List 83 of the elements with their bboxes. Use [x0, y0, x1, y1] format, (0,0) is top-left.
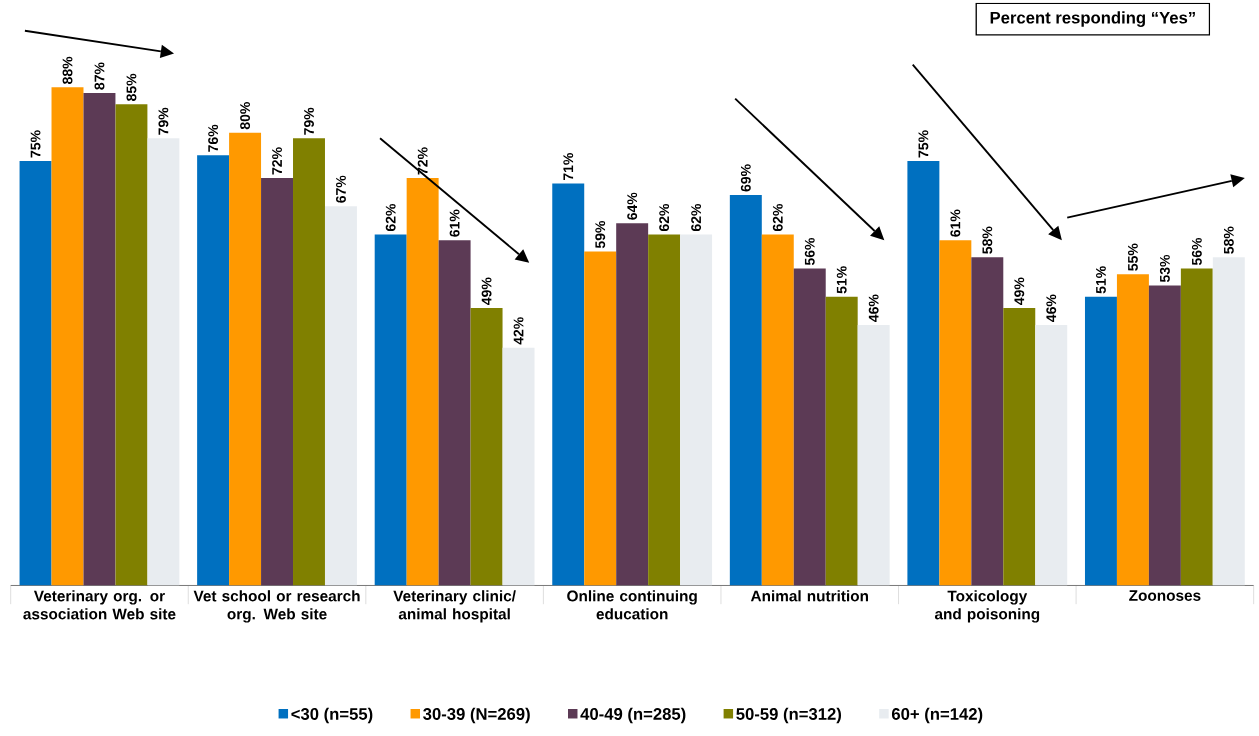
legend-label: 40-49 (n=285): [580, 707, 686, 724]
bar: [1084, 296, 1117, 586]
data-label: 62%: [385, 203, 396, 231]
data-label: 58%: [1223, 226, 1234, 254]
bar: [552, 183, 585, 586]
data-label: 42%: [513, 317, 524, 345]
bar: [857, 325, 890, 586]
data-label: 59%: [595, 220, 606, 249]
legend-label: 60+ (n=142): [891, 707, 983, 724]
data-label: 46%: [868, 294, 879, 322]
data-label: 71%: [563, 152, 574, 180]
data-label: 75%: [30, 130, 41, 158]
x-tick-label: Vet school or research org. Web site: [193, 590, 360, 623]
data-label: 72%: [417, 147, 428, 175]
bar: [1035, 325, 1068, 586]
bar: [438, 240, 471, 586]
bar: [825, 296, 858, 586]
data-label: 76%: [208, 124, 219, 152]
bar: [374, 234, 407, 586]
data-label: 64%: [627, 192, 638, 220]
bar: [324, 206, 357, 586]
bar: [907, 160, 940, 586]
data-label: 79%: [304, 107, 314, 135]
bar: [939, 240, 972, 586]
data-label: 79%: [158, 107, 169, 135]
bar: [406, 177, 439, 586]
data-label: 62%: [659, 203, 670, 231]
bar: [971, 257, 1004, 586]
x-tick-label: Veterinary org. or association Web site: [23, 590, 176, 620]
bar: [680, 234, 713, 586]
data-label: 62%: [691, 203, 702, 231]
data-label: 51%: [836, 266, 847, 294]
data-label: 51%: [1096, 266, 1106, 294]
data-label: 85%: [126, 73, 137, 101]
x-tick-label: Zoonoses: [1129, 590, 1201, 601]
bar: [19, 160, 52, 586]
data-label: 62%: [772, 203, 783, 231]
bar: [293, 138, 325, 586]
bar: [229, 132, 262, 586]
bar: [1212, 257, 1245, 586]
bar: [51, 87, 84, 586]
bar: [261, 177, 294, 586]
data-label: 87%: [94, 62, 105, 90]
data-label: 46%: [1046, 294, 1057, 322]
text: Percent responding “Yes”: [990, 11, 1195, 27]
x-tick-label: Online continuing education: [567, 590, 697, 620]
x-tick-label: Toxicology and poisoning: [934, 590, 1040, 623]
data-label: 88%: [62, 56, 73, 84]
data-label: 61%: [449, 209, 460, 237]
data-label: 80%: [240, 101, 251, 130]
bar: [115, 104, 148, 586]
bar: [470, 308, 503, 586]
bar: [83, 92, 116, 586]
bar: [1180, 268, 1213, 586]
bar: [1116, 274, 1149, 586]
data-label: 58%: [982, 226, 993, 254]
data-label: 56%: [804, 237, 815, 266]
bar: [502, 347, 535, 586]
bar: [648, 234, 681, 586]
bar: [147, 138, 180, 586]
data-label: 67%: [336, 175, 346, 203]
bar: [761, 234, 794, 586]
x-tick-label: Veterinary clinic/ animal hospital: [393, 590, 516, 623]
legend-label: <30 (n=55): [291, 707, 373, 724]
legend-label: 50-59 (n=312): [736, 707, 842, 724]
bar: [729, 194, 762, 586]
data-label: 49%: [481, 277, 492, 305]
bar: [1148, 285, 1181, 586]
data-label: 56%: [1191, 237, 1202, 266]
bar: [616, 223, 649, 586]
bar: [1003, 308, 1036, 586]
data-label: 69%: [740, 164, 751, 192]
bar: [584, 251, 617, 586]
legend-label: 30-39 (N=269): [423, 707, 530, 724]
data-label: 61%: [950, 209, 961, 237]
bar: [197, 155, 230, 586]
bar: [793, 268, 826, 586]
data-label: 53%: [1159, 254, 1170, 282]
data-label: 75%: [918, 130, 929, 158]
x-tick-label: Animal nutrition: [750, 590, 868, 602]
data-label: 55%: [1128, 243, 1138, 271]
data-label: 72%: [272, 147, 282, 175]
data-label: 49%: [1014, 277, 1025, 305]
